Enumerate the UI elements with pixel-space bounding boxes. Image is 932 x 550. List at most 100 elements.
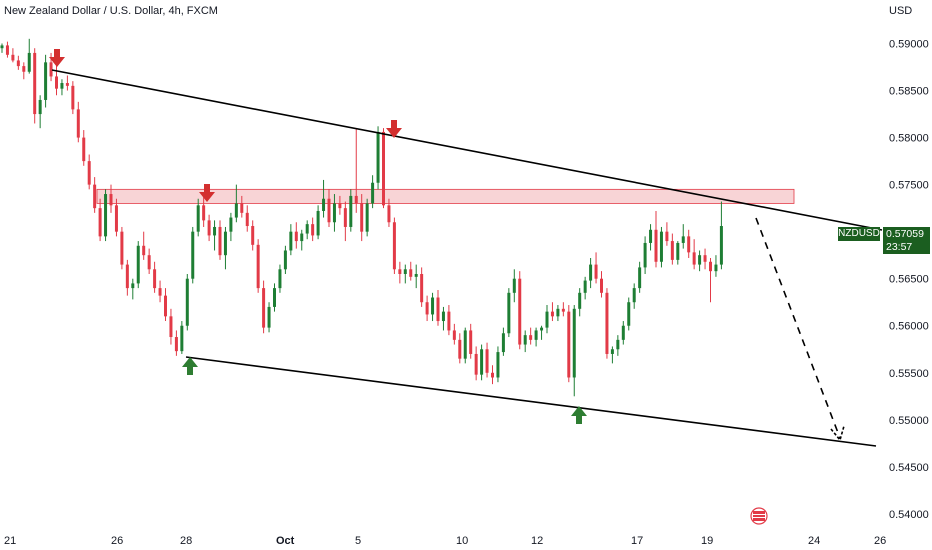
down-arrow-icon xyxy=(386,120,402,138)
candle-body xyxy=(251,226,255,245)
candle xyxy=(501,327,505,356)
candle xyxy=(289,224,293,256)
candle-body xyxy=(698,255,702,265)
up-arrow-icon xyxy=(182,357,198,375)
candle-body xyxy=(11,54,15,61)
y-tick-label: 0.58000 xyxy=(889,133,929,145)
candle xyxy=(262,280,266,334)
candle xyxy=(556,305,560,322)
candle xyxy=(496,346,500,383)
candle-body xyxy=(572,308,576,378)
candle-body xyxy=(616,339,620,350)
candle xyxy=(360,194,364,242)
candle-body xyxy=(703,255,707,262)
candle xyxy=(698,250,702,272)
candle xyxy=(616,335,620,356)
candle-body xyxy=(583,280,587,293)
candle xyxy=(343,201,347,242)
candle xyxy=(60,79,64,96)
candle-body xyxy=(365,203,369,232)
candle-body xyxy=(392,222,396,270)
candle xyxy=(392,217,396,274)
candle-body xyxy=(180,325,184,352)
candle-body xyxy=(5,45,9,55)
candle xyxy=(387,198,391,227)
candle xyxy=(316,205,320,240)
candle-body xyxy=(643,242,647,268)
candle-body xyxy=(719,226,723,265)
candle-body xyxy=(164,295,167,317)
upper-trendline xyxy=(51,69,883,231)
candle xyxy=(703,248,707,270)
candle-body xyxy=(561,308,565,312)
price-tag-countdown: 23:57 xyxy=(883,241,930,254)
candle xyxy=(578,288,582,317)
candle-body xyxy=(491,372,494,378)
candle xyxy=(354,128,358,213)
candle-body xyxy=(278,269,282,289)
candle-body xyxy=(512,278,516,293)
candle-body xyxy=(305,224,309,234)
candle xyxy=(180,321,184,354)
candle xyxy=(33,48,37,124)
x-tick-label: Oct xyxy=(276,535,295,547)
candle xyxy=(529,327,533,345)
candle xyxy=(256,239,260,293)
candle xyxy=(82,130,86,166)
candle-body xyxy=(125,264,129,289)
candle-body xyxy=(120,231,124,265)
candle-body xyxy=(136,245,140,284)
chart-title: New Zealand Dollar / U.S. Dollar, 4h, FX… xyxy=(4,5,218,17)
candle-body xyxy=(654,229,658,262)
candle xyxy=(169,308,173,345)
candle xyxy=(207,214,211,242)
candle xyxy=(474,346,478,381)
candle xyxy=(534,327,538,347)
candle-body xyxy=(300,233,304,242)
candle-body xyxy=(174,337,178,352)
candle xyxy=(365,198,369,237)
candle xyxy=(245,205,249,232)
candle-body xyxy=(256,244,260,289)
candle xyxy=(469,323,473,359)
candle-body xyxy=(540,327,544,331)
candle-body xyxy=(523,335,527,345)
candle xyxy=(485,342,489,378)
candle-body xyxy=(153,269,157,289)
candle-body xyxy=(55,76,58,89)
candle xyxy=(436,289,440,326)
x-tick-label: 10 xyxy=(456,535,468,547)
candle-body xyxy=(185,278,189,326)
candle xyxy=(196,198,200,237)
candle xyxy=(11,48,15,63)
current-price-tag: NZDUSD 0.57059 23:57 xyxy=(838,227,932,255)
candle-body xyxy=(240,203,244,213)
candle-body xyxy=(676,242,680,260)
candle xyxy=(540,325,544,340)
y-axis: 0.590000.585000.580000.575000.570000.565… xyxy=(889,39,929,521)
y-tick-label: 0.59000 xyxy=(889,39,929,51)
candle-body xyxy=(273,288,276,307)
candle-body xyxy=(27,52,31,72)
candle-body xyxy=(496,352,500,378)
x-tick-label: 24 xyxy=(808,535,820,547)
candle-body xyxy=(665,231,669,242)
candle-body xyxy=(332,203,336,223)
candle-body xyxy=(16,60,20,67)
candle xyxy=(278,264,282,293)
candle-body xyxy=(104,194,108,237)
candle xyxy=(322,179,326,218)
candle-body xyxy=(60,83,64,89)
candle-body xyxy=(223,231,227,256)
candle-body xyxy=(202,205,206,221)
candle-body xyxy=(463,330,467,359)
flag-icon[interactable] xyxy=(750,507,768,525)
candles-layer xyxy=(0,38,723,397)
candle-body xyxy=(670,241,674,260)
x-tick-label: 12 xyxy=(531,535,543,547)
candle xyxy=(349,189,353,232)
candle xyxy=(649,224,653,251)
y-tick-label: 0.54500 xyxy=(889,462,929,474)
candle-body xyxy=(436,297,440,322)
